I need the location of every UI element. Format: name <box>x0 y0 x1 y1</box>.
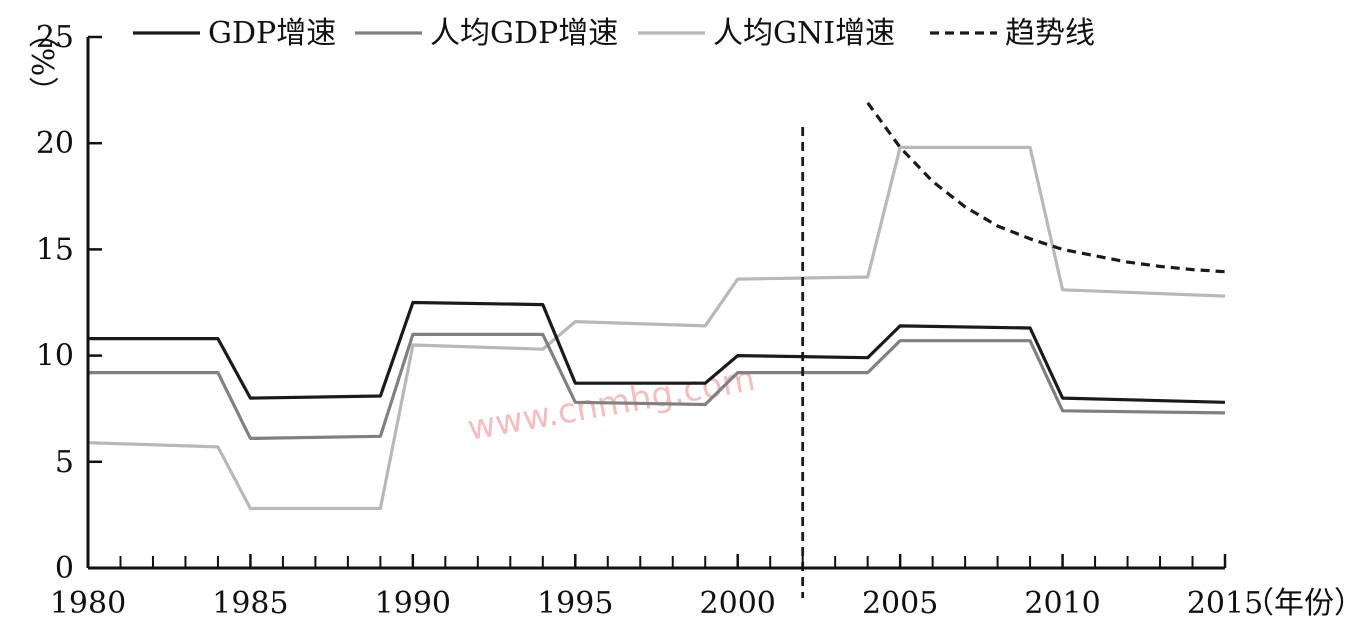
axis-layer: 0 5 10 15 20 25 1980 1985 1990 1995 2000 2005 2010 20… <box>36 20 1263 621</box>
legend: GDP增速 人均GDP增速 人均GNI增速 趋势线 <box>133 16 1095 51</box>
legend-label: 人均GNI增速 <box>713 16 895 51</box>
series-line-GDP增速 <box>88 300 1226 404</box>
series-line-人均GDP增速 <box>88 332 1226 440</box>
y-tick-label: 20 <box>36 126 74 161</box>
y-tick-label: 10 <box>36 339 74 374</box>
legend-label: 趋势线 <box>1005 16 1095 51</box>
y-tick-label: 5 <box>55 445 74 480</box>
x-tick-label: 1985 <box>212 586 288 621</box>
x-tick-label: 1995 <box>537 586 613 621</box>
y-tick-label: 0 <box>55 551 74 586</box>
x-axis-label: （年份） <box>1244 586 1359 621</box>
x-tick-label: 2010 <box>1024 586 1100 621</box>
axis-labels: （%） （年份） <box>24 18 1359 621</box>
x-tick-label: 2005 <box>862 586 938 621</box>
series-line-趋势线 <box>866 101 1226 274</box>
y-tick-label: 25 <box>36 20 74 55</box>
x-tick-label: 1990 <box>375 586 451 621</box>
series-line-人均GNI增速 <box>87 145 1226 511</box>
x-tick-label: 2015 <box>1187 586 1263 621</box>
x-tick-label: 1980 <box>50 586 126 621</box>
y-tick-label: 15 <box>36 232 74 267</box>
legend-label: 人均GDP增速 <box>430 16 618 51</box>
legend-label: GDP增速 <box>208 16 336 51</box>
y-axis-label: （%） <box>24 18 59 107</box>
series-layer <box>87 101 1226 598</box>
x-tick-label: 2000 <box>700 586 776 621</box>
